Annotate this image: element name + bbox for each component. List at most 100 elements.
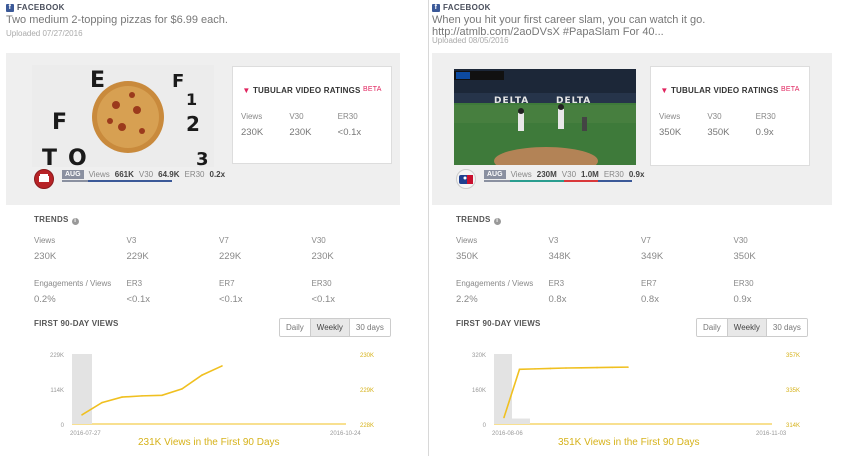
right-tick-label: 335K — [786, 388, 800, 394]
series-point — [221, 365, 223, 367]
ratings-labels: Views V30 ER30 — [659, 112, 776, 121]
right-tick-label: 230K — [360, 353, 374, 359]
series-point — [596, 366, 598, 369]
left-tick-label: 160K — [472, 388, 486, 394]
series-line — [81, 365, 223, 416]
series-point — [81, 414, 83, 416]
month-badge: AUG — [484, 170, 506, 179]
mlb-logo[interactable] — [456, 169, 476, 189]
source-header: f FACEBOOK — [432, 3, 491, 12]
series-point — [161, 394, 163, 397]
upload-date: Uploaded 07/27/2016 — [6, 29, 83, 38]
interval-tabs: Daily Weekly 30 days — [696, 318, 808, 337]
left-tick-label: 229K — [50, 353, 64, 359]
series-point — [534, 368, 536, 370]
ratings-labels: Views V30 ER30 — [241, 112, 358, 121]
ratings-values: 350K 350K 0.9x — [659, 127, 774, 138]
first90-chart[interactable]: 229K 114K 0 230K 229K 228K 2016-07-27 2016-10-2… — [6, 346, 416, 441]
tab-30-days[interactable]: 30 days — [766, 319, 807, 336]
ratings-title: ▼ TUBULAR VIDEO RATINGS BETA — [660, 86, 800, 95]
svg-text:T: T — [42, 146, 57, 167]
svg-text:E: E — [90, 68, 105, 93]
series-point — [121, 396, 123, 398]
left-tick-label: 0 — [61, 423, 65, 429]
video-caption[interactable]: When you hit your first career slam, you… — [432, 14, 706, 38]
tubular-logo-icon: ▼ — [242, 86, 251, 95]
channel-stats: AUG Views 661K V30 64.9K ER30 0.2x — [62, 170, 225, 179]
svg-text:F: F — [172, 71, 184, 92]
series-point — [141, 395, 143, 397]
trends-row1-labels: Views V3 V7 V30 — [456, 236, 748, 245]
trends-heading: TRENDS i — [34, 215, 79, 225]
tubular-logo-icon: ▼ — [660, 86, 669, 95]
x-tick-end: 2016-10-24 — [330, 431, 361, 437]
left-tick-label: 320K — [472, 353, 486, 359]
first90-chart[interactable]: 320K 160K 0 357K 335K 314K 2016-08-06 2016-11-0… — [432, 346, 842, 441]
svg-text:1: 1 — [186, 90, 197, 109]
first90-heading: FIRST 90-DAY VIEWS — [456, 319, 541, 328]
source-label: FACEBOOK — [443, 3, 491, 12]
tab-daily[interactable]: Daily — [697, 319, 728, 336]
trends-row1-values: 230K 229K 229K 230K — [34, 251, 334, 262]
trends-heading: TRENDS i — [456, 215, 501, 225]
trends-row2-labels: Engagements / Views ER3 ER7 ER30 — [34, 279, 332, 288]
stats-underline — [484, 180, 632, 182]
trends-row2-labels: Engagements / Views ER3 ER7 ER30 — [456, 279, 754, 288]
series-point — [201, 374, 203, 376]
source-label: FACEBOOK — [17, 3, 65, 12]
trends-row1-values: 350K 348K 349K 350K — [456, 251, 756, 262]
x-tick-start: 2016-07-27 — [70, 431, 101, 437]
series-point — [503, 416, 505, 419]
panel-divider — [428, 0, 429, 456]
svg-text:2: 2 — [186, 112, 200, 136]
left-tick-label: 0 — [483, 423, 487, 429]
tab-weekly[interactable]: Weekly — [310, 319, 350, 336]
svg-text:3: 3 — [196, 149, 209, 167]
trends-row2-values: 0.2% <0.1x <0.1x <0.1x — [34, 294, 336, 305]
info-icon[interactable]: i — [71, 218, 79, 225]
video-summary-band: E F F 2 1 T O 3 — [6, 53, 400, 205]
tubular-ratings-card: ▼ TUBULAR VIDEO RATINGS BETA Views V30 E… — [232, 66, 392, 164]
video-panel-right: f FACEBOOK When you hit your first caree… — [432, 0, 842, 456]
first90-heading: FIRST 90-DAY VIEWS — [34, 319, 119, 328]
video-caption[interactable]: Two medium 2-topping pizzas for $6.99 ea… — [6, 14, 228, 26]
video-thumbnail[interactable]: DELTA DELTA — [454, 69, 636, 165]
ratings-title: ▼ TUBULAR VIDEO RATINGS BETA — [242, 86, 382, 95]
interval-tabs: Daily Weekly 30 days — [279, 318, 391, 337]
series-point — [580, 366, 583, 369]
beta-badge: BETA — [781, 86, 800, 93]
info-icon[interactable]: i — [493, 218, 501, 225]
chart-bar — [512, 418, 530, 424]
beta-badge: BETA — [363, 86, 382, 93]
video-thumbnail[interactable]: E F F 2 1 T O 3 — [32, 65, 214, 167]
svg-text:O: O — [68, 146, 87, 167]
x-tick-end: 2016-11-03 — [756, 431, 787, 437]
svg-text:DELTA: DELTA — [556, 96, 591, 106]
svg-text:DELTA: DELTA — [494, 96, 529, 106]
left-tick-label: 114K — [50, 388, 64, 394]
svg-text:F: F — [52, 110, 67, 135]
ratings-values: 230K 230K <0.1x — [241, 127, 362, 138]
tab-daily[interactable]: Daily — [280, 319, 311, 336]
papa-johns-logo[interactable] — [34, 169, 54, 189]
series-point — [181, 388, 183, 390]
tab-weekly[interactable]: Weekly — [727, 319, 767, 336]
right-tick-label: 357K — [786, 353, 800, 359]
trends-row1-labels: Views V3 V7 V30 — [34, 236, 326, 245]
right-tick-label: 229K — [360, 388, 374, 394]
series-point — [565, 367, 567, 369]
series-point — [627, 366, 629, 368]
channel-stats: AUG Views 230M V30 1.0M ER30 0.9x — [484, 170, 644, 179]
series-point — [518, 368, 521, 371]
x-tick-start: 2016-08-06 — [492, 431, 523, 437]
right-tick-label: 228K — [360, 423, 374, 429]
series-point — [611, 366, 614, 369]
trends-row2-values: 2.2% 0.8x 0.8x 0.9x — [456, 294, 752, 305]
series-line — [503, 366, 629, 418]
source-header: f FACEBOOK — [6, 3, 65, 12]
tubular-ratings-card: ▼ TUBULAR VIDEO RATINGS BETA Views V30 E… — [650, 66, 810, 166]
tab-30-days[interactable]: 30 days — [349, 319, 390, 336]
chart-bar — [494, 354, 512, 424]
facebook-icon: f — [432, 3, 440, 12]
facebook-icon: f — [6, 3, 14, 12]
